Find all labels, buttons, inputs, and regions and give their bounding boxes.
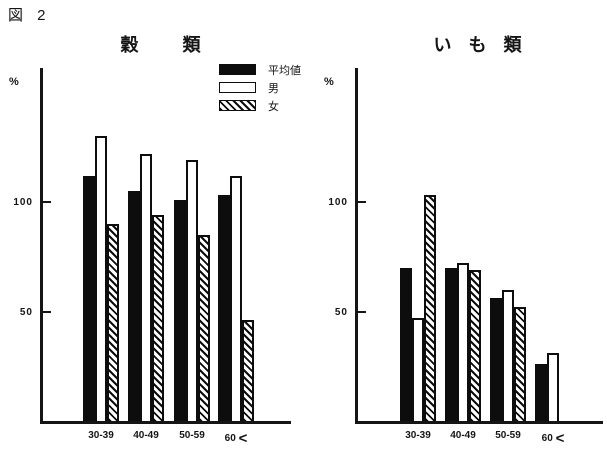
x-category-label: 40-49	[450, 430, 476, 441]
bar-group-40-49	[128, 153, 164, 421]
y-axis-tick-100	[358, 201, 366, 203]
legend-swatch-mean-icon	[219, 64, 256, 75]
bar-mean	[400, 267, 412, 421]
less-than-glyph: <	[238, 430, 248, 447]
legend: 平均値 男 女	[219, 63, 301, 117]
y-axis-tick-50	[43, 310, 51, 313]
less-than-glyph: <	[555, 430, 565, 447]
bar-female	[469, 269, 481, 421]
bar-male	[186, 160, 198, 421]
legend-item-mean: 平均値	[219, 63, 301, 77]
bar-group-60<	[218, 175, 254, 421]
figure-label: 図 2	[8, 7, 51, 24]
y-axis-tick-label-50: 50	[19, 306, 33, 318]
grains-chart-title: 穀 類	[120, 35, 214, 55]
x-category-label: 60 <	[224, 430, 248, 447]
bar-female	[107, 223, 119, 421]
x-category-label: 30-39	[88, 430, 114, 441]
bar-female	[152, 215, 164, 421]
y-axis-tick-50	[358, 310, 366, 313]
y-axis-tick-label-50: 50	[334, 306, 348, 318]
bar-group-30-39	[400, 195, 436, 421]
x-category-label: 40-49	[133, 430, 159, 441]
legend-label-male: 男	[268, 82, 279, 95]
legend-label-mean: 平均値	[268, 64, 301, 77]
grains-chart: 穀 類 % 50 100 30-39 40-49 50-59 60 <	[9, 35, 291, 447]
x-category-label: 60 <	[541, 430, 565, 447]
bar-mean	[128, 191, 140, 421]
x-category-label: 50-59	[179, 430, 205, 441]
bar-male	[457, 263, 469, 421]
x-category-label: 30-39	[405, 430, 431, 441]
bar-group-60<	[535, 353, 559, 421]
legend-swatch-male-icon	[219, 82, 256, 93]
bar-male	[95, 136, 107, 421]
bar-female	[424, 195, 436, 421]
x-category-label: 50-59	[495, 430, 521, 441]
bar-male	[412, 318, 424, 421]
bar-mean	[218, 195, 230, 421]
y-axis-tick-label-100: 100	[13, 197, 33, 208]
bar-male	[230, 175, 242, 421]
bar-group-50-59	[490, 289, 526, 421]
bar-male	[140, 153, 152, 421]
potatoes-y-axis-unit-label: %	[324, 76, 334, 88]
bar-male	[547, 353, 559, 421]
bar-group-40-49	[445, 263, 481, 421]
bar-female	[514, 307, 526, 421]
bar-group-50-59	[174, 160, 210, 421]
legend-item-male: 男	[219, 81, 301, 95]
bar-mean	[535, 364, 547, 421]
bar-mean	[445, 267, 457, 421]
legend-item-female: 女	[219, 99, 301, 113]
y-axis-tick-label-100: 100	[328, 197, 348, 208]
bar-female	[198, 234, 210, 421]
y-axis-tick-100	[43, 201, 51, 203]
bar-female	[242, 320, 254, 421]
legend-swatch-female-icon	[219, 100, 256, 111]
potatoes-plot-area: 50 100 30-39 40-49 50-59 60 <	[328, 68, 603, 447]
bar-group-30-39	[83, 136, 119, 421]
bar-mean	[490, 298, 502, 421]
bar-male	[502, 289, 514, 421]
bar-mean	[83, 175, 95, 421]
grains-plot-area: 50 100 30-39 40-49 50-59 60 <	[13, 68, 291, 447]
potatoes-chart: い も 類 % 50 100 30-39 40-49 50-59 60 <	[324, 35, 603, 447]
grains-y-axis-unit-label: %	[9, 76, 19, 88]
potatoes-chart-title: い も 類	[433, 35, 528, 55]
legend-label-female: 女	[268, 100, 279, 113]
bar-mean	[174, 199, 186, 421]
